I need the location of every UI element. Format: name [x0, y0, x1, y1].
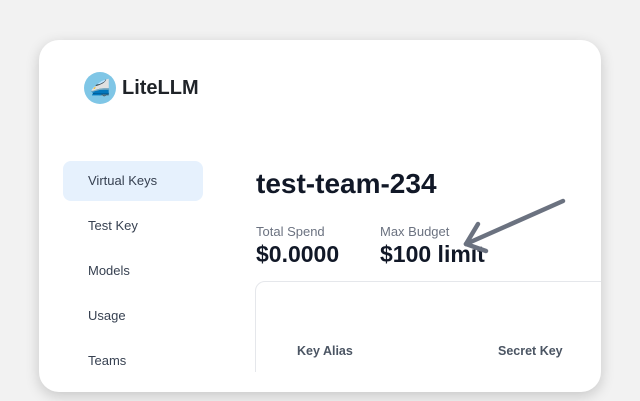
sidebar-item-models[interactable]: Models	[88, 263, 130, 278]
logo[interactable]: 🚄 LiteLLM	[84, 72, 199, 104]
sidebar-item-virtual-keys[interactable]: Virtual Keys	[63, 161, 203, 201]
app-name: LiteLLM	[122, 76, 199, 99]
app-window: 🚄 LiteLLM Virtual Keys Test Key Models U…	[39, 40, 601, 392]
stat-value: $0.0000	[256, 241, 340, 267]
stat-label: Max Budget	[380, 224, 450, 239]
keys-table: Key Alias Secret Key	[255, 281, 601, 372]
page-title: test-team-234	[256, 168, 437, 199]
train-emoji-icon: 🚄	[84, 72, 116, 104]
sidebar-item-teams[interactable]: Teams	[88, 353, 127, 368]
sidebar-item-usage[interactable]: Usage	[88, 308, 126, 323]
column-header-key-alias[interactable]: Key Alias	[297, 344, 353, 358]
stat-label: Total Spend	[256, 224, 325, 239]
total-spend-stat: Total Spend $0.0000	[256, 224, 339, 268]
sidebar-item-test-key[interactable]: Test Key	[88, 218, 138, 233]
column-header-secret-key[interactable]: Secret Key	[498, 344, 563, 358]
sidebar: Virtual Keys Test Key Models Usage Teams	[63, 161, 203, 372]
